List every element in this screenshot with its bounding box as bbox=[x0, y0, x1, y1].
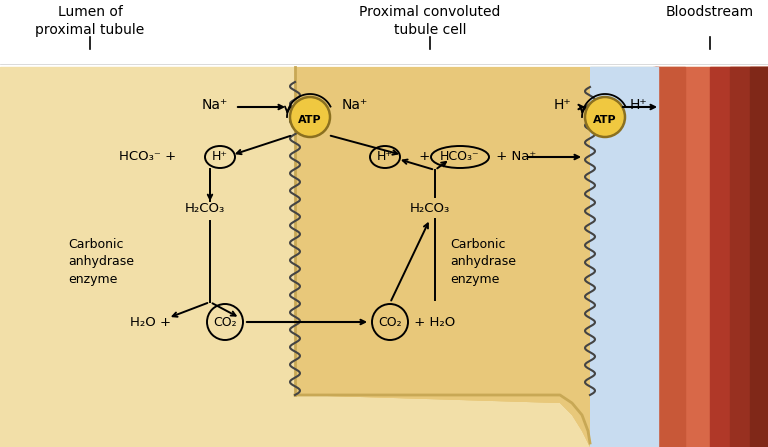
Bar bbox=[655, 67, 685, 447]
Text: H₂CO₃: H₂CO₃ bbox=[185, 202, 225, 215]
Text: Proximal convoluted
tubule cell: Proximal convoluted tubule cell bbox=[359, 5, 501, 38]
Text: HCO₃⁻ +: HCO₃⁻ + bbox=[120, 151, 177, 164]
Bar bbox=[653, 67, 657, 447]
Text: + H₂O: + H₂O bbox=[410, 316, 455, 329]
Text: Carbonic
anhydrase
enzyme: Carbonic anhydrase enzyme bbox=[68, 239, 134, 286]
Text: CO₂: CO₂ bbox=[214, 316, 237, 329]
Bar bbox=[0, 0, 768, 67]
Bar bbox=[730, 67, 768, 447]
Text: CO₂: CO₂ bbox=[378, 316, 402, 329]
Text: Carbonic
anhydrase
enzyme: Carbonic anhydrase enzyme bbox=[450, 239, 516, 286]
Bar bbox=[0, 67, 768, 447]
Circle shape bbox=[290, 97, 330, 137]
Text: Bloodstream: Bloodstream bbox=[666, 5, 754, 19]
Text: Na⁺: Na⁺ bbox=[202, 98, 228, 112]
Text: H₂CO₃: H₂CO₃ bbox=[410, 202, 450, 215]
Bar bbox=[590, 67, 660, 447]
Text: ATP: ATP bbox=[298, 115, 322, 125]
Text: ATP: ATP bbox=[593, 115, 617, 125]
Text: Lumen of
proximal tubule: Lumen of proximal tubule bbox=[35, 5, 144, 38]
Text: H⁺: H⁺ bbox=[212, 151, 228, 164]
Polygon shape bbox=[295, 67, 590, 447]
Text: H⁺: H⁺ bbox=[553, 98, 571, 112]
Polygon shape bbox=[295, 67, 590, 447]
Bar bbox=[710, 67, 768, 447]
Text: HCO₃⁻: HCO₃⁻ bbox=[440, 151, 480, 164]
Bar bbox=[750, 67, 768, 447]
Text: +: + bbox=[415, 151, 430, 164]
Text: H⁺: H⁺ bbox=[630, 98, 647, 112]
Circle shape bbox=[585, 97, 625, 137]
Text: Na⁺: Na⁺ bbox=[342, 98, 368, 112]
Text: + Na⁺: + Na⁺ bbox=[492, 151, 536, 164]
Polygon shape bbox=[295, 67, 590, 447]
Bar bbox=[590, 67, 658, 447]
Text: H⁺: H⁺ bbox=[377, 151, 393, 164]
Text: H₂O +: H₂O + bbox=[130, 316, 171, 329]
Bar bbox=[655, 67, 768, 447]
